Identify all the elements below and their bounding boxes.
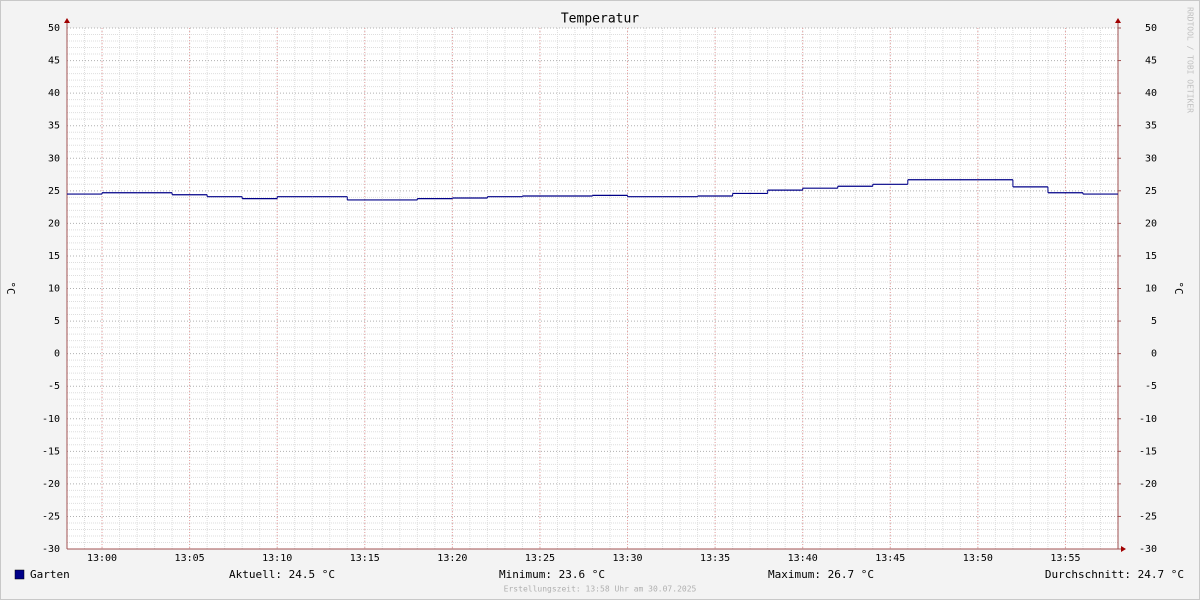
y-tick-label: 20 <box>48 218 60 229</box>
y2-tick-label: 0 <box>1151 349 1157 360</box>
axis-arrow <box>1121 546 1126 552</box>
y-tick-label: 15 <box>48 251 60 262</box>
x-tick-label: 13:55 <box>1050 553 1080 564</box>
y-tick-label: 5 <box>54 316 60 327</box>
y2-tick-label: 40 <box>1145 88 1157 99</box>
y-tick-label: -10 <box>42 414 60 425</box>
y2-tick-label: 50 <box>1145 23 1157 34</box>
y2-tick-label: -25 <box>1139 511 1157 522</box>
y-tick-label: 25 <box>48 186 60 197</box>
x-tick-label: 13:20 <box>437 553 467 564</box>
x-tick-label: 13:00 <box>87 553 117 564</box>
legend-stat: Durchschnitt: 24.7 °C <box>1045 568 1184 581</box>
y-tick-label: -30 <box>42 544 60 555</box>
y2-tick-label: 30 <box>1145 153 1157 164</box>
y2-tick-label: -10 <box>1139 414 1157 425</box>
footer: Erstellungszeit: 13:58 Uhr am 30.07.2025 <box>504 585 697 594</box>
y-axis-label: °C <box>4 281 17 294</box>
y-tick-label: 0 <box>54 349 60 360</box>
y2-tick-label: -20 <box>1139 479 1157 490</box>
y-tick-label: 30 <box>48 153 60 164</box>
y2-tick-label: 5 <box>1151 316 1157 327</box>
x-tick-label: 13:25 <box>525 553 555 564</box>
y2-tick-label: -30 <box>1139 544 1157 555</box>
x-tick-label: 13:05 <box>175 553 205 564</box>
y-tick-label: 10 <box>48 284 60 295</box>
y2-tick-label: 45 <box>1145 56 1157 67</box>
legend-swatch <box>14 569 25 580</box>
x-tick-label: 13:50 <box>963 553 993 564</box>
axis-arrow <box>64 18 70 23</box>
chart-title: Temperatur <box>561 12 639 27</box>
y-tick-label: -15 <box>42 446 60 457</box>
y-tick-label: 40 <box>48 88 60 99</box>
y-tick-label: 35 <box>48 121 60 132</box>
y2-axis-label: °C <box>1172 281 1185 294</box>
y2-tick-label: 35 <box>1145 121 1157 132</box>
legend-stat: Minimum: 23.6 °C <box>499 568 605 581</box>
legend-label: Garten <box>30 568 70 581</box>
y2-tick-label: -15 <box>1139 446 1157 457</box>
x-tick-label: 13:10 <box>262 553 292 564</box>
legend-stat: Aktuell: 24.5 °C <box>229 568 335 581</box>
y2-tick-label: 20 <box>1145 218 1157 229</box>
y-tick-label: -20 <box>42 479 60 490</box>
axis-arrow <box>1115 18 1121 23</box>
watermark: RRDTOOL / TOBI OETIKER <box>1186 7 1195 113</box>
x-tick-label: 13:35 <box>700 553 730 564</box>
y-tick-label: -25 <box>42 511 60 522</box>
y2-tick-label: 15 <box>1145 251 1157 262</box>
x-tick-label: 13:30 <box>612 553 642 564</box>
x-tick-label: 13:45 <box>875 553 905 564</box>
y2-tick-label: 25 <box>1145 186 1157 197</box>
y2-tick-label: 10 <box>1145 284 1157 295</box>
y-tick-label: -5 <box>48 381 60 392</box>
y2-tick-label: -5 <box>1145 381 1157 392</box>
x-tick-label: 13:15 <box>350 553 380 564</box>
y-tick-label: 50 <box>48 23 60 34</box>
y-tick-label: 45 <box>48 56 60 67</box>
x-tick-label: 13:40 <box>788 553 818 564</box>
legend-stat: Maximum: 26.7 °C <box>768 568 874 581</box>
